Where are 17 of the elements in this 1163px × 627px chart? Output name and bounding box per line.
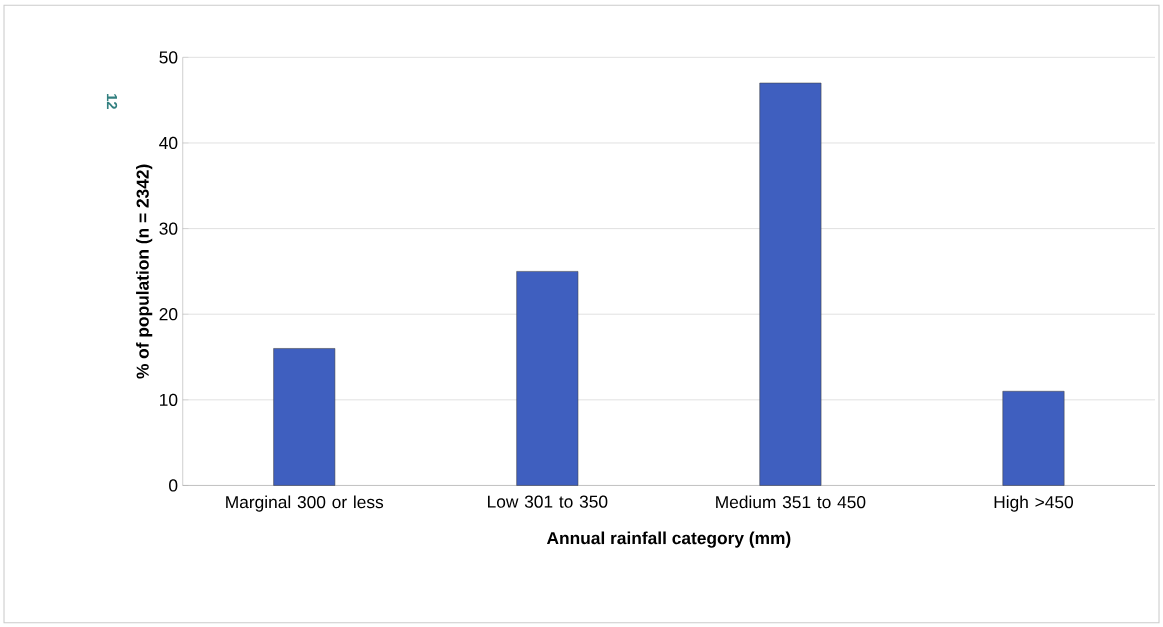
y-tick-label: 20 <box>159 308 178 321</box>
x-tick-label: Medium 351 to 450 <box>716 495 866 509</box>
bar <box>516 271 579 486</box>
y-tick-label: 50 <box>159 51 178 64</box>
bar <box>273 348 336 486</box>
y-tick-label: 40 <box>159 136 178 150</box>
x-tick-label: Low 301 to 350 <box>488 495 608 508</box>
x-axis-title: Annual rainfall category (mm) <box>546 531 791 548</box>
bar <box>1002 391 1065 486</box>
text: 12 <box>106 94 118 109</box>
bar <box>759 82 822 486</box>
y-tick-label: 0 <box>169 479 178 492</box>
y-tick-label: 10 <box>160 393 178 407</box>
y-tick-label: 30 <box>159 222 178 235</box>
x-tick-label: Marginal 300 or less <box>226 495 384 512</box>
x-tick-label: High >450 <box>994 495 1074 512</box>
y-axis-title: % of population (n = 2342) <box>136 164 153 379</box>
